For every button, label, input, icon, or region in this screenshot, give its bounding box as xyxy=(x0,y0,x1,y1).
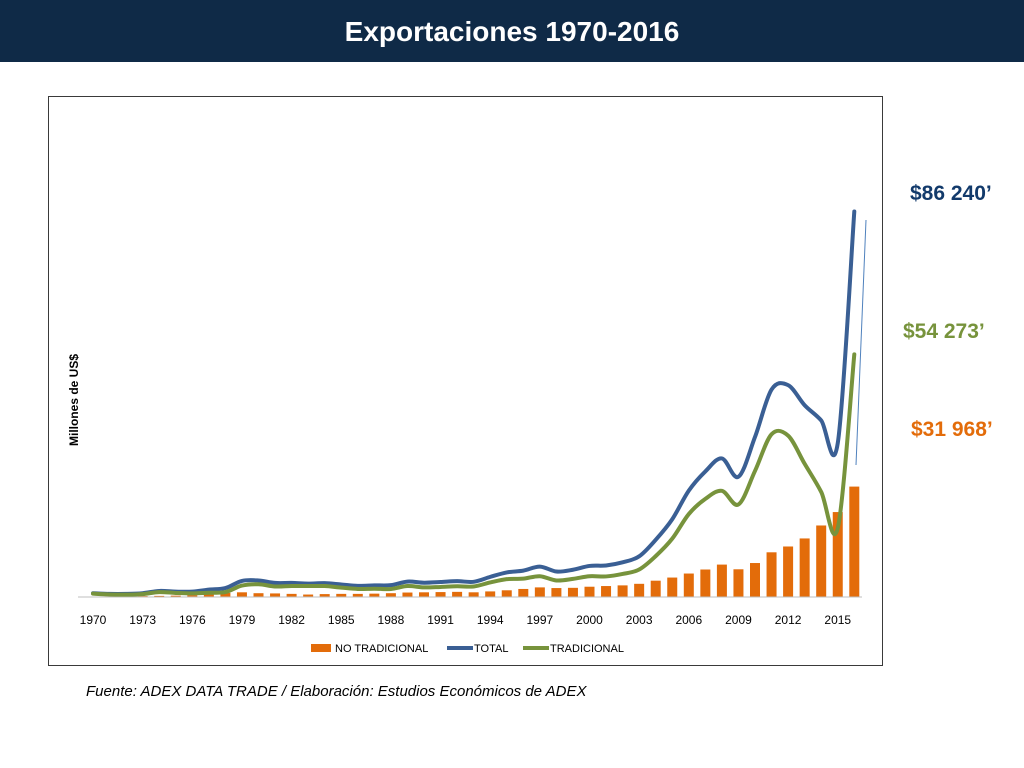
bar-1985 xyxy=(336,593,347,597)
callout-traditional: $54 273’ xyxy=(903,320,985,343)
callout-total: $86 240’ xyxy=(910,182,992,205)
bar-1981 xyxy=(270,593,281,597)
x-tick-1973: 1973 xyxy=(129,613,156,627)
bar-1983 xyxy=(303,594,314,597)
legend-total-label: TOTAL xyxy=(474,643,508,655)
bar-2016 xyxy=(849,486,860,597)
x-tick-2000: 2000 xyxy=(576,613,603,627)
bar-2003 xyxy=(634,583,645,597)
y-axis-label: Millones de US$ xyxy=(67,354,81,446)
bar-2008 xyxy=(716,564,727,597)
x-tick-1994: 1994 xyxy=(477,613,504,627)
bar-2004 xyxy=(650,580,661,597)
bar-1975 xyxy=(170,595,181,597)
bar-1990 xyxy=(419,592,429,597)
bar-1977 xyxy=(203,593,214,597)
bar-1998 xyxy=(551,588,562,597)
bar-1987 xyxy=(369,593,380,597)
bar-1997 xyxy=(534,587,545,597)
bar-2010 xyxy=(750,563,760,597)
bar-1976 xyxy=(187,595,198,597)
slide-title: Exportaciones 1970-2016 xyxy=(344,16,680,47)
x-tick-2015: 2015 xyxy=(824,613,851,627)
bar-2009 xyxy=(733,569,744,597)
line-tradicional xyxy=(91,352,857,597)
chart-frame xyxy=(48,96,883,666)
bar-1995 xyxy=(501,590,512,597)
bar-1992 xyxy=(452,591,463,597)
callout-non-traditional: $31 968’ xyxy=(911,418,993,441)
line-total xyxy=(91,209,857,596)
bar-2002 xyxy=(617,585,628,597)
bar-1988 xyxy=(385,593,396,597)
bar-1978 xyxy=(220,592,231,597)
bar-1994 xyxy=(485,591,496,597)
bar-1974 xyxy=(154,595,165,597)
bar-1980 xyxy=(253,593,264,597)
callout-leader-line xyxy=(855,219,867,466)
bar-2012 xyxy=(783,546,794,597)
bar-1979 xyxy=(236,592,247,597)
bar-2015 xyxy=(832,512,843,597)
bar-1984 xyxy=(319,594,330,597)
bar-2001 xyxy=(601,586,612,597)
x-tick-2012: 2012 xyxy=(775,613,802,627)
x-tick-1976: 1976 xyxy=(179,613,206,627)
bar-2007 xyxy=(700,569,711,597)
bar-1993 xyxy=(468,592,479,597)
bar-2013 xyxy=(799,538,810,597)
x-tick-1988: 1988 xyxy=(378,613,405,627)
bar-1986 xyxy=(352,593,363,597)
bar-1999 xyxy=(567,587,578,597)
bar-2006 xyxy=(683,573,694,597)
bar-2005 xyxy=(667,577,678,597)
bar-2014 xyxy=(816,525,827,597)
x-tick-1970: 1970 xyxy=(80,613,107,627)
x-tick-1982: 1982 xyxy=(278,613,305,627)
x-tick-2009: 2009 xyxy=(725,613,752,627)
bar-1991 xyxy=(435,592,446,597)
x-tick-1979: 1979 xyxy=(229,613,256,627)
x-tick-2003: 2003 xyxy=(626,613,653,627)
legend-tradicional-label: TRADICIONAL xyxy=(550,643,624,655)
legend-no-tradicional-swatch xyxy=(311,644,331,652)
x-tick-1991: 1991 xyxy=(427,613,454,627)
source-note: Fuente: ADEX DATA TRADE / Elaboración: E… xyxy=(86,683,587,700)
x-tick-1985: 1985 xyxy=(328,613,355,627)
x-tick-2006: 2006 xyxy=(675,613,702,627)
title-bar xyxy=(0,0,1024,62)
legend-no-tradicional-label: NO TRADICIONAL xyxy=(335,643,428,655)
bar-1996 xyxy=(518,588,529,597)
bar-2000 xyxy=(584,586,595,597)
bar-1989 xyxy=(402,592,413,597)
bar-2011 xyxy=(766,552,777,597)
x-tick-1997: 1997 xyxy=(526,613,553,627)
bar-1982 xyxy=(286,593,297,597)
